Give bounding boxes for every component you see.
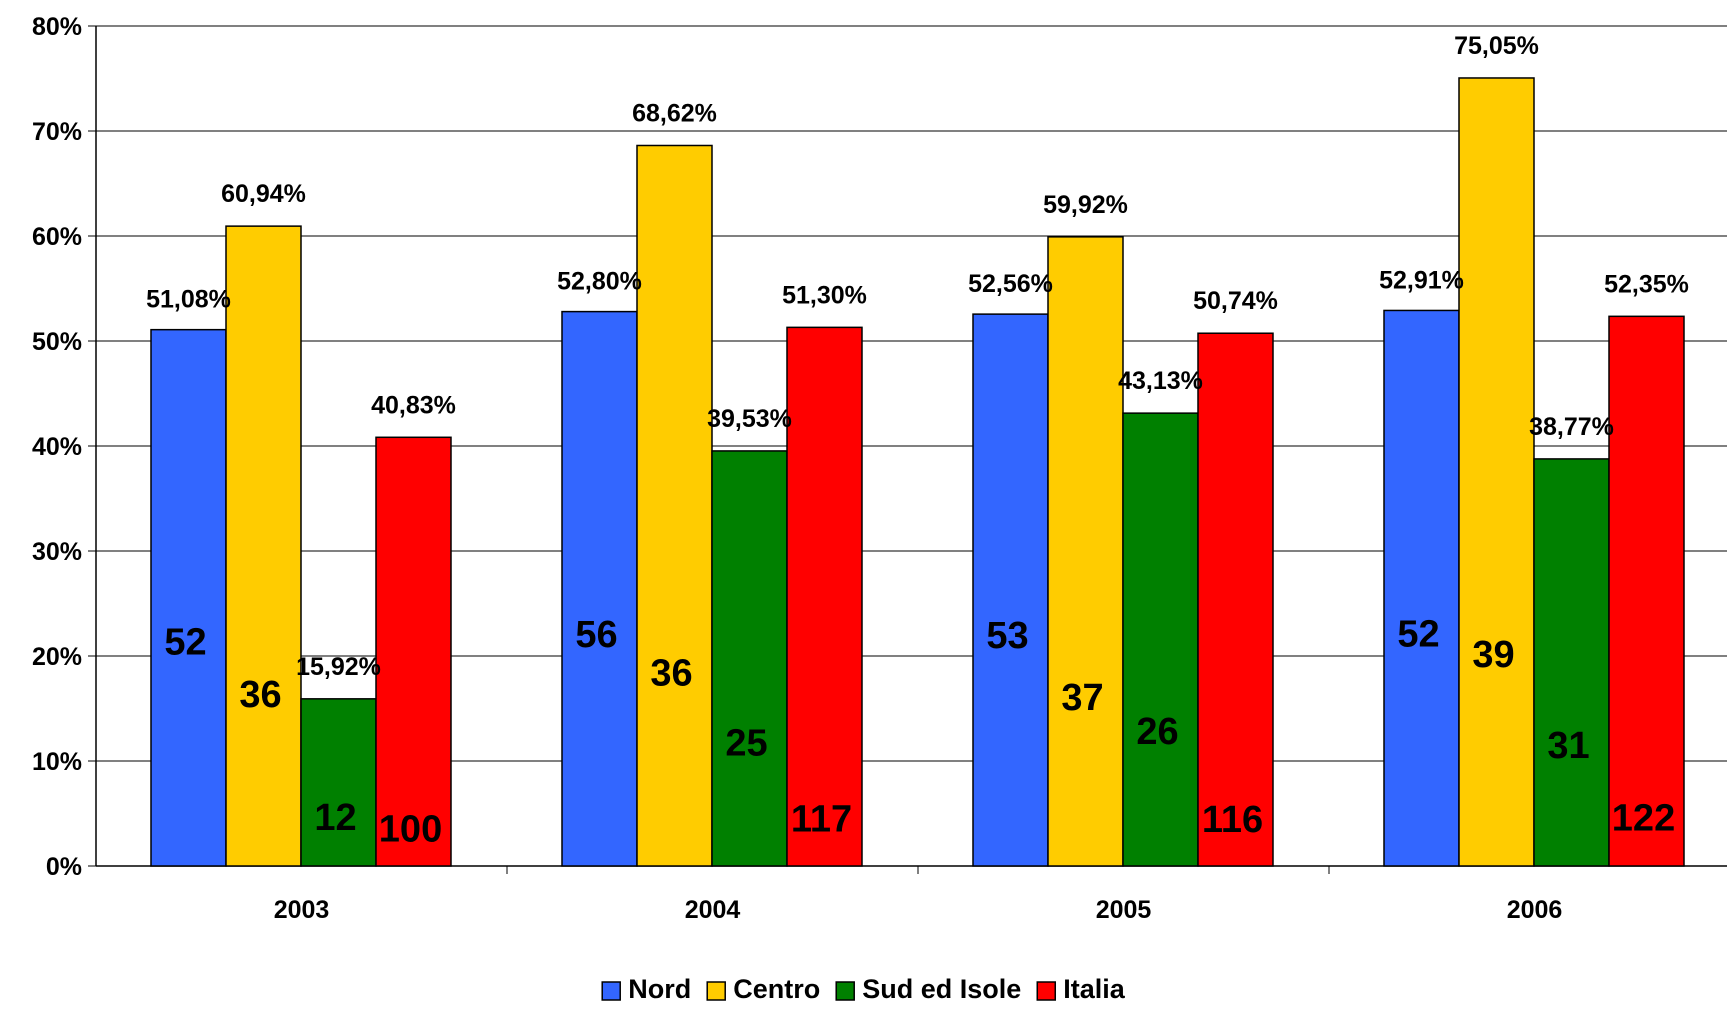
bar-italia-2005 <box>1197 332 1274 867</box>
legend-swatch <box>706 981 726 1001</box>
value-label: 52,80% <box>557 268 642 296</box>
y-tick-label: 20% <box>32 643 82 671</box>
y-tick-label: 50% <box>32 328 82 356</box>
count-label: 36 <box>239 674 281 716</box>
x-tick-label: 2006 <box>1507 896 1563 924</box>
bar-sud-ed-isole-2005 <box>1122 412 1199 867</box>
count-label: 52 <box>164 622 206 664</box>
value-label: 39,53% <box>707 405 792 433</box>
value-label: 38,77% <box>1529 413 1614 441</box>
value-label: 52,91% <box>1379 266 1464 294</box>
value-label: 52,35% <box>1604 270 1689 298</box>
count-label: 39 <box>1472 634 1514 676</box>
axes: 0% 10% 20% 30% 40% 50% 60% 70% 80% 2003 2004 2005 20… <box>32 13 1727 924</box>
bar-nord-2003 <box>150 328 227 867</box>
value-label: 68,62% <box>632 99 717 127</box>
value-label: 43,13% <box>1118 367 1203 395</box>
legend-label: Centro <box>733 974 820 1004</box>
x-tick-label: 2005 <box>1096 896 1152 924</box>
y-tick-label: 30% <box>32 538 82 566</box>
count-label: 31 <box>1547 725 1589 767</box>
count-label: 12 <box>314 797 356 839</box>
bar-centro-2004 <box>636 144 713 867</box>
value-label: 75,05% <box>1454 32 1539 60</box>
count-label: 117 <box>791 799 852 841</box>
count-label: 53 <box>986 615 1028 657</box>
bar-nord-2006 <box>1383 309 1460 867</box>
gridlines <box>96 25 1727 762</box>
x-tick-label: 2004 <box>685 896 741 924</box>
count-label: 116 <box>1202 799 1263 841</box>
count-label: 52 <box>1397 614 1439 656</box>
y-tick-label: 80% <box>32 13 82 41</box>
value-label: 15,92% <box>296 653 381 681</box>
count-label: 100 <box>379 808 442 850</box>
bar-italia-2004 <box>786 326 863 867</box>
count-label: 25 <box>725 722 767 764</box>
value-label: 60,94% <box>221 180 306 208</box>
legend-label: Nord <box>628 974 691 1004</box>
value-label: 50,74% <box>1193 287 1278 315</box>
value-label: 59,92% <box>1043 191 1128 219</box>
legend-swatch <box>1036 981 1057 1001</box>
legend-label: Sud ed Isole <box>862 974 1021 1004</box>
count-label: 122 <box>1612 798 1675 840</box>
bars <box>150 77 1685 867</box>
value-label: 40,83% <box>371 391 456 419</box>
x-tick-label: 2003 <box>274 896 330 924</box>
bar-centro-2003 <box>225 225 302 867</box>
value-label: 51,08% <box>146 286 231 314</box>
bar-centro-2006 <box>1458 77 1535 867</box>
bar-nord-2004 <box>561 310 638 867</box>
legend: Nord Centro Sud ed Isole Italia <box>601 974 1126 1004</box>
bar-sud-ed-isole-2004 <box>711 450 788 867</box>
value-label: 52,56% <box>968 270 1053 298</box>
y-tick-label: 0% <box>46 853 82 881</box>
count-label: 56 <box>575 614 617 656</box>
y-tick-label: 10% <box>32 748 82 776</box>
count-label: 26 <box>1136 711 1178 753</box>
value-label: 51,30% <box>782 281 867 309</box>
count-label: 37 <box>1061 677 1103 719</box>
y-tick-label: 40% <box>32 433 82 461</box>
bar-italia-2003 <box>375 436 452 867</box>
bar-italia-2006 <box>1608 315 1685 867</box>
y-tick-label: 60% <box>32 223 82 251</box>
bar-sud-ed-isole-2006 <box>1533 458 1610 867</box>
count-label: 36 <box>650 652 692 694</box>
legend-swatch <box>835 981 855 1001</box>
legend-swatch <box>601 981 621 1001</box>
data-labels: 51,08% 52 52,80% 56 52,56% 53 52,91% 52 60,94% 36… <box>146 32 1689 850</box>
y-tick-label: 70% <box>32 118 82 146</box>
bar-centro-2005 <box>1047 236 1124 867</box>
bar-sud-ed-isole-2003 <box>300 698 377 867</box>
bar-nord-2005 <box>972 313 1049 867</box>
legend-label: Italia <box>1063 974 1126 1004</box>
